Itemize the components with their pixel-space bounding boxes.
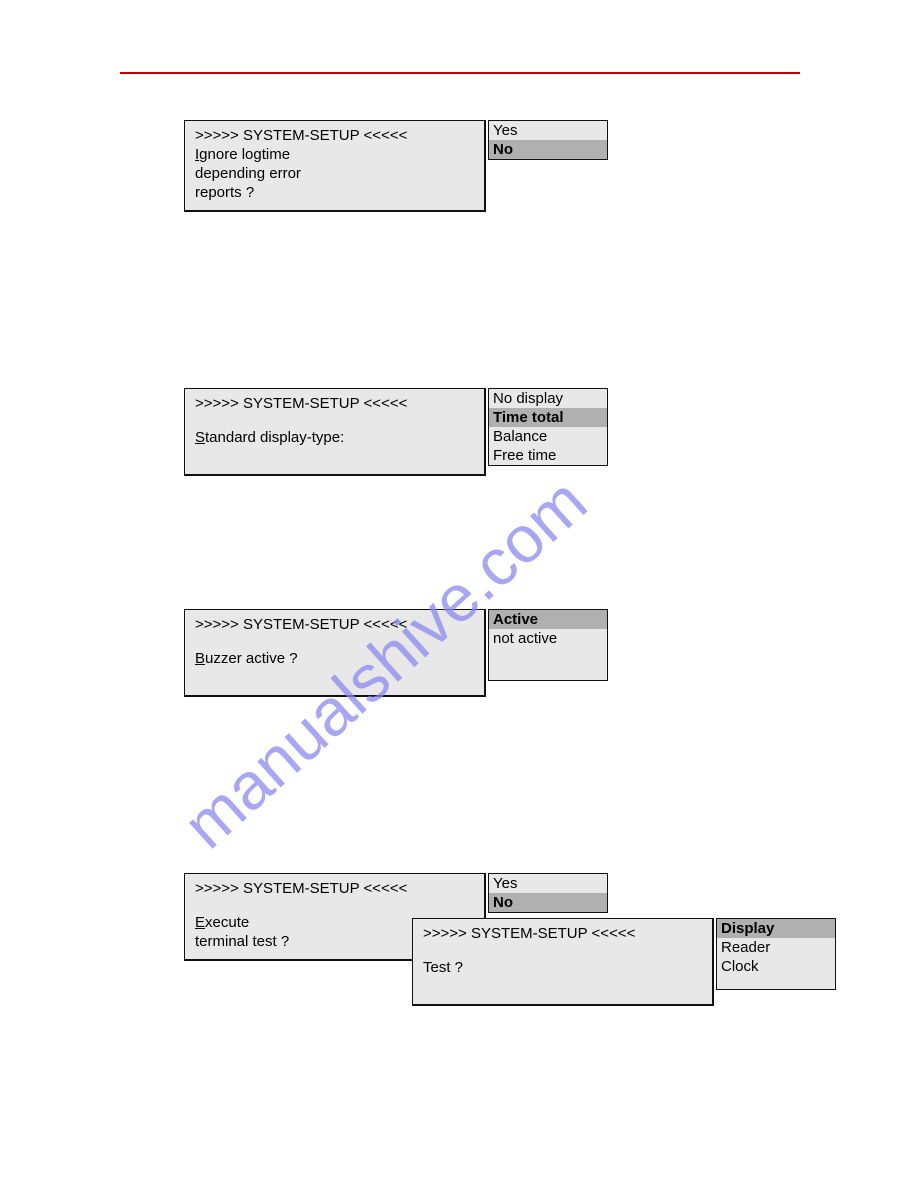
panel-title: >>>>> SYSTEM-SETUP <<<<<: [195, 616, 407, 633]
panel-title: >>>>> SYSTEM-SETUP <<<<<: [423, 925, 635, 942]
option-no-display[interactable]: No display: [489, 389, 607, 408]
panel-body-text: Test ?: [423, 959, 463, 978]
options-terminal-test[interactable]: Yes No: [488, 873, 608, 913]
option-no[interactable]: No: [489, 893, 607, 912]
option-yes[interactable]: Yes: [489, 121, 607, 140]
option-not-active[interactable]: not active: [489, 629, 607, 648]
option-display[interactable]: Display: [717, 919, 835, 938]
panel-title: >>>>> SYSTEM-SETUP <<<<<: [195, 127, 407, 144]
options-ignore-logtime[interactable]: Yes No: [488, 120, 608, 160]
panel-body-text: Standard display-type:: [195, 429, 344, 448]
option-yes[interactable]: Yes: [489, 874, 607, 893]
option-clock[interactable]: Clock: [717, 957, 835, 976]
panel-body-text: Executeterminal test ?: [195, 914, 289, 952]
option-reader[interactable]: Reader: [717, 938, 835, 957]
option-balance[interactable]: Balance: [489, 427, 607, 446]
panel-title: >>>>> SYSTEM-SETUP <<<<<: [195, 880, 407, 897]
option-active[interactable]: Active: [489, 610, 607, 629]
option-free-time[interactable]: Free time: [489, 446, 607, 465]
panel-body-text: Buzzer active ?: [195, 650, 298, 669]
options-test[interactable]: Display Reader Clock: [716, 918, 836, 990]
options-display-type[interactable]: No display Time total Balance Free time: [488, 388, 608, 466]
panel-display-type: >>>>> SYSTEM-SETUP <<<<< Standard displa…: [184, 388, 486, 476]
option-time-total[interactable]: Time total: [489, 408, 607, 427]
option-no[interactable]: No: [489, 140, 607, 159]
header-rule: [120, 72, 800, 74]
panel-title: >>>>> SYSTEM-SETUP <<<<<: [195, 395, 407, 412]
panel-test: >>>>> SYSTEM-SETUP <<<<< Test ?: [412, 918, 714, 1006]
options-buzzer[interactable]: Active not active: [488, 609, 608, 681]
panel-body-text: Ignore logtimedepending errorreports ?: [195, 146, 301, 202]
panel-buzzer: >>>>> SYSTEM-SETUP <<<<< Buzzer active ?: [184, 609, 486, 697]
panel-ignore-logtime: >>>>> SYSTEM-SETUP <<<<< Ignore logtimed…: [184, 120, 486, 212]
